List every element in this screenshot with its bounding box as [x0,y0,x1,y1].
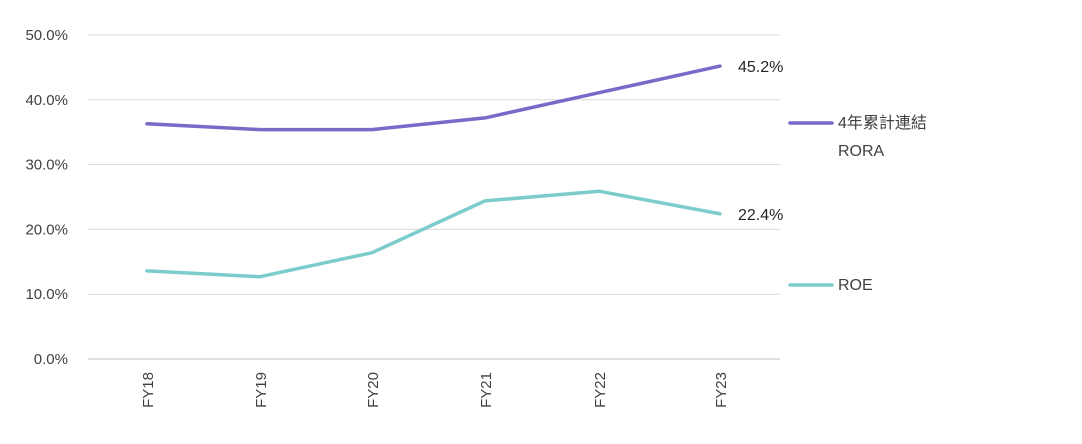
y-tick-label: 20.0% [25,221,68,238]
legend-label: RORA [838,143,885,160]
x-tick-label: FY21 [478,372,495,408]
x-axis-ticks: FY18 FY19 FY20 FY21 FY22 FY23 [140,372,730,408]
series-lines [145,64,722,279]
y-tick-label: 40.0% [25,92,68,109]
end-value-label: 22.4% [738,207,783,224]
legend-label: ROE [838,277,873,294]
x-tick-label: FY20 [365,372,382,408]
gridlines [88,34,780,360]
x-tick-label: FY18 [140,372,157,408]
x-tick-label: FY22 [592,372,609,408]
end-labels: 45.2% 22.4% [738,59,783,224]
y-tick-label: 50.0% [25,27,68,44]
legend: 4年累計連結 RORA ROE [788,114,927,294]
y-axis-ticks: 0.0% 10.0% 20.0% 30.0% 40.0% 50.0% [25,27,68,368]
x-tick-label: FY23 [713,372,730,408]
x-tick-label: FY19 [253,372,270,408]
series-line [145,189,722,279]
y-tick-label: 0.0% [34,351,68,368]
y-tick-label: 10.0% [25,286,68,303]
end-value-label: 45.2% [738,59,783,76]
y-tick-label: 30.0% [25,157,68,174]
series-line [145,64,722,132]
legend-label: 4年累計連結 [838,114,927,132]
